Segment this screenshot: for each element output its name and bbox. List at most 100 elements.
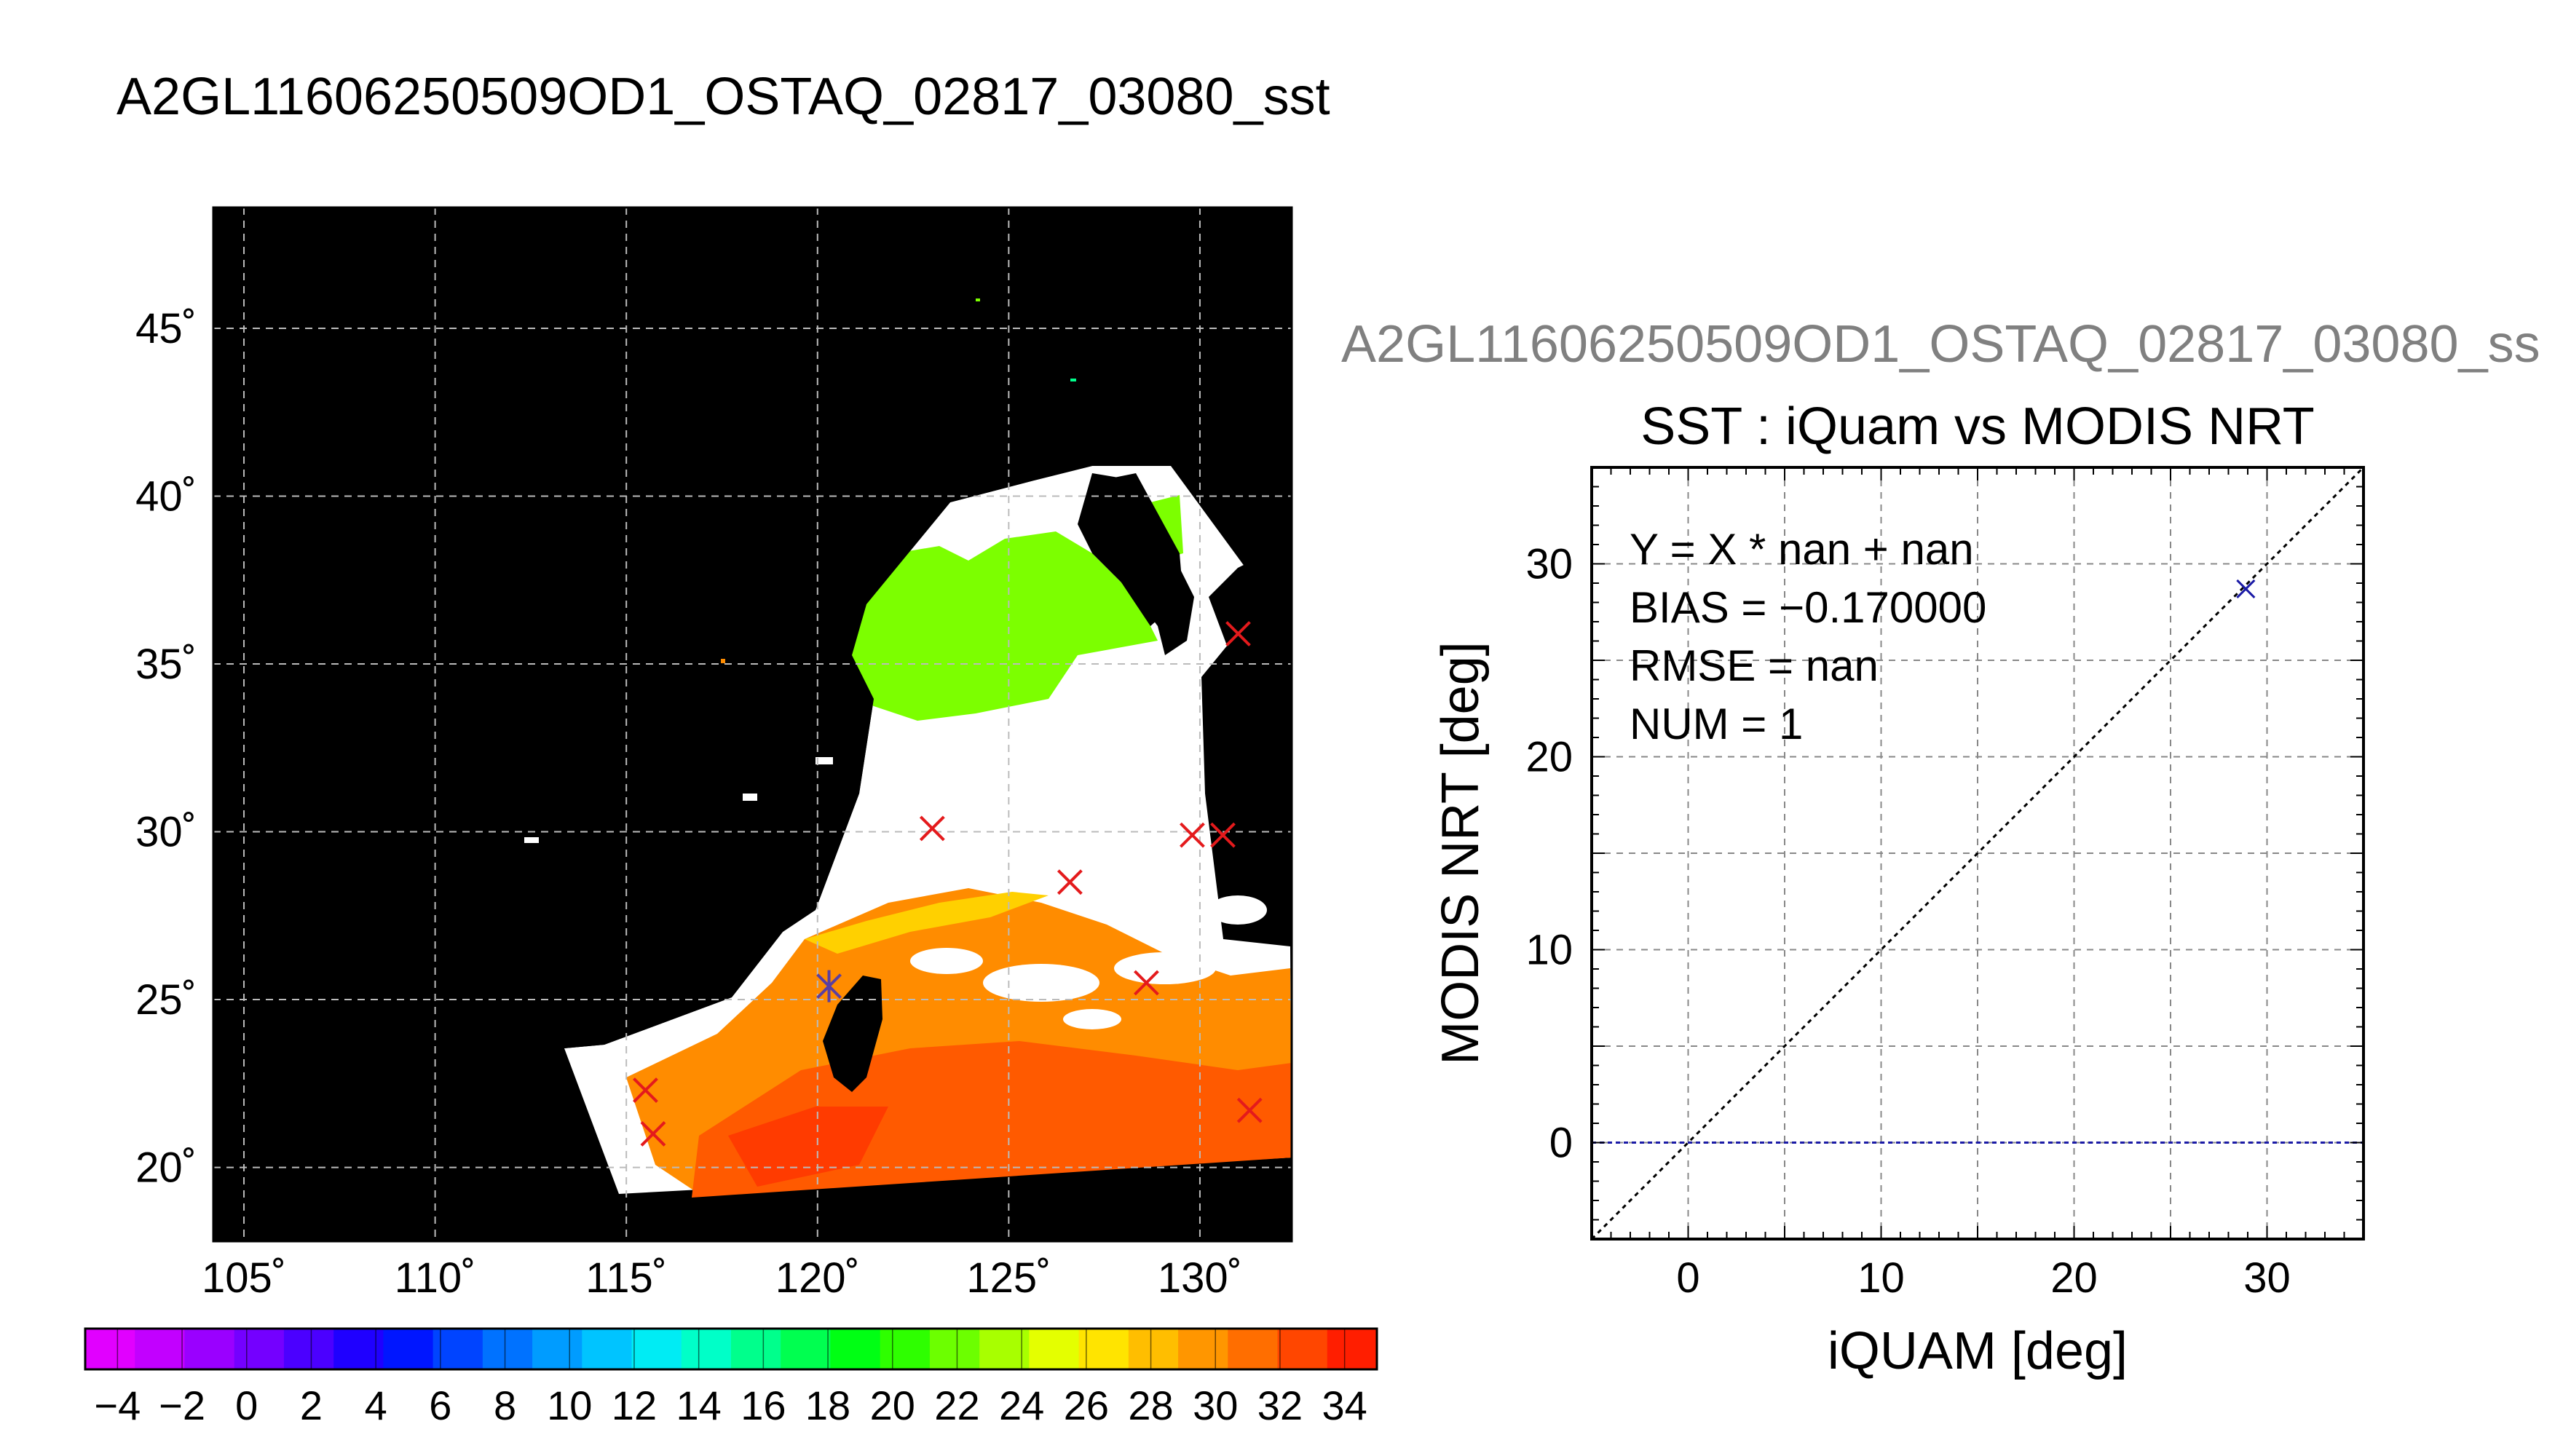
colorbar-cell: [1029, 1329, 1080, 1369]
colorbar-tick-label: 30: [1193, 1382, 1238, 1428]
colorbar-ticks: −4 −2 0 2 4 6 8 10 12 14 16 18 20 22 24 26 28 30 32 34: [94, 1329, 1367, 1428]
colorbar-cell: [234, 1329, 285, 1369]
latitude-labels: 45˚ 40˚ 35˚ 30˚ 25˚ 20˚: [135, 305, 197, 1192]
map-grid: [213, 207, 1292, 1241]
colorbar-cell: [681, 1329, 732, 1369]
match-marker-stroke: [633, 1077, 658, 1103]
colorbar: −4 −2 0 2 4 6 8 10 12 14 16 18 20 22 24 26 28 30 32 34: [84, 1327, 1378, 1428]
match-marker-stroke: [1225, 621, 1251, 646]
figure-title: A2GL11606250509OD1_OSTAQ_02817_03080_sst: [117, 68, 1330, 126]
match-marker: [1057, 869, 1083, 895]
sst-swath: [213, 207, 1292, 1198]
longitude-labels: 105˚ 110˚ 115˚ 120˚ 125˚ 130˚: [202, 1254, 1242, 1302]
match-marker-stroke: [919, 815, 945, 842]
scatter-x-tick-label: 10: [1857, 1254, 1905, 1302]
colorbar-tick-label: 10: [547, 1382, 592, 1428]
one-to-one-line: [1592, 467, 2364, 1239]
colorbar-cell: [582, 1329, 633, 1369]
inland-water-speck: [976, 298, 980, 301]
colorbar-tick-label: 0: [235, 1382, 258, 1428]
stats-line-bias: BIAS = −0.170000: [1630, 583, 1986, 632]
latitude-tick-label: 20˚: [135, 1144, 197, 1192]
match-marker: [1236, 1097, 1263, 1123]
latitude-tick-label: 35˚: [135, 641, 197, 688]
longitude-tick-label: 110˚: [395, 1254, 476, 1302]
colorbar-tick-label: 14: [676, 1382, 722, 1428]
colorbar-cell: [929, 1329, 980, 1369]
scatter-y-tick-labels: 0 10 20 30: [1525, 541, 1573, 1167]
stats-line-num: NUM = 1: [1630, 700, 1803, 748]
colorbar-cell: [283, 1329, 334, 1369]
match-marker: [633, 1077, 658, 1103]
colorbar-tick-label: 6: [429, 1382, 451, 1428]
colorbar-tick-label: 2: [300, 1382, 323, 1428]
taiwan-land: [823, 976, 882, 1092]
scatter-plot: SST : iQuam vs MODIS NRT 0 10 20 30 0 10 20 30…: [1431, 397, 2365, 1380]
colorbar-cells: [85, 1329, 1378, 1369]
colorbar-tick-label: 8: [494, 1382, 516, 1428]
swath-very-hot-water: [728, 1107, 888, 1187]
colorbar-cell: [631, 1329, 682, 1369]
colorbar-frame: [84, 1327, 1378, 1371]
colorbar-cell: [1327, 1329, 1378, 1369]
match-marker: [1180, 822, 1205, 848]
map-match-markers: [633, 621, 1263, 1147]
colorbar-cell: [184, 1329, 235, 1369]
stats-line-rmse: RMSE = nan: [1630, 641, 1879, 690]
match-marker: [1210, 822, 1236, 848]
colorbar-tick-label: 28: [1128, 1382, 1173, 1428]
colorbar-cell: [1277, 1329, 1328, 1369]
cloud-patch: [1114, 952, 1216, 984]
colorbar-tick-label: 24: [999, 1382, 1044, 1428]
match-marker-stroke: [640, 1121, 666, 1147]
stats-box: Y = X * nan + nan BIAS = −0.170000 RMSE …: [1630, 525, 1986, 748]
match-marker: [640, 1121, 666, 1147]
colorbar-tick-label: 12: [612, 1382, 657, 1428]
match-marker: [1134, 970, 1159, 996]
colorbar-tick-label: 32: [1257, 1382, 1303, 1428]
latitude-tick-label: 40˚: [135, 472, 197, 520]
china-land: [213, 207, 1292, 1063]
korea-west-coast: [1099, 473, 1183, 626]
match-marker: [919, 815, 945, 842]
match-marker-stroke: [1236, 1097, 1263, 1123]
cloud-patch: [910, 948, 983, 974]
colorbar-tick-label: −2: [159, 1382, 205, 1428]
match-marker-stroke: [1134, 970, 1159, 996]
scatter-points: [2236, 579, 2256, 599]
yellow-sea-sst: [801, 531, 1158, 721]
latitude-tick-label: 25˚: [135, 976, 197, 1024]
latitude-tick-label: 30˚: [135, 809, 197, 856]
sst-map: 45˚40˚35˚30˚25˚20˚ 105˚ 110˚ 115˚ 120˚ 125˚ 1…: [135, 206, 1293, 1302]
match-marker-stroke: [1180, 822, 1205, 848]
scatter-y-tick-label: 10: [1525, 927, 1573, 974]
scatter-x-tick-labels: 0 10 20 30: [1676, 1254, 2290, 1302]
inland-water-speck: [816, 757, 833, 764]
japan-land: [1209, 539, 1292, 735]
scatter-point: [2236, 579, 2256, 599]
colorbar-cell: [1178, 1329, 1228, 1369]
colorbar-cell: [383, 1329, 434, 1369]
colorbar-cell: [830, 1329, 881, 1369]
scatter-point-stroke: [2236, 579, 2256, 599]
colorbar-cell: [1228, 1329, 1279, 1369]
colorbar-tick-label: 18: [805, 1382, 850, 1428]
colorbar-tick-label: 22: [934, 1382, 979, 1428]
scatter-x-axis-label: iQUAM [deg]: [1828, 1322, 2128, 1380]
longitude-tick-label: 120˚: [775, 1254, 860, 1302]
scatter-y-axis-label: MODIS NRT [deg]: [1431, 641, 1490, 1065]
colorbar-cell: [135, 1329, 186, 1369]
colorbar-tick-label: −4: [94, 1382, 141, 1428]
scatter-x-tick-label: 30: [2243, 1254, 2291, 1302]
swath-yellow-front: [805, 892, 1049, 954]
stats-line-regression: Y = X * nan + nan: [1630, 525, 1974, 574]
inland-water-speck: [743, 794, 757, 801]
scatter-file-subtitle: A2GL11606250509OD1_OSTAQ_02817_03080_ss: [1341, 315, 2540, 373]
colorbar-tick-label: 4: [365, 1382, 387, 1428]
colorbar-cell: [532, 1329, 583, 1369]
scatter-y-tick-label: 30: [1525, 541, 1573, 588]
inland-water-speck: [721, 659, 725, 663]
colorbar-tick-label: 16: [741, 1382, 786, 1428]
match-marker: [1225, 621, 1251, 646]
